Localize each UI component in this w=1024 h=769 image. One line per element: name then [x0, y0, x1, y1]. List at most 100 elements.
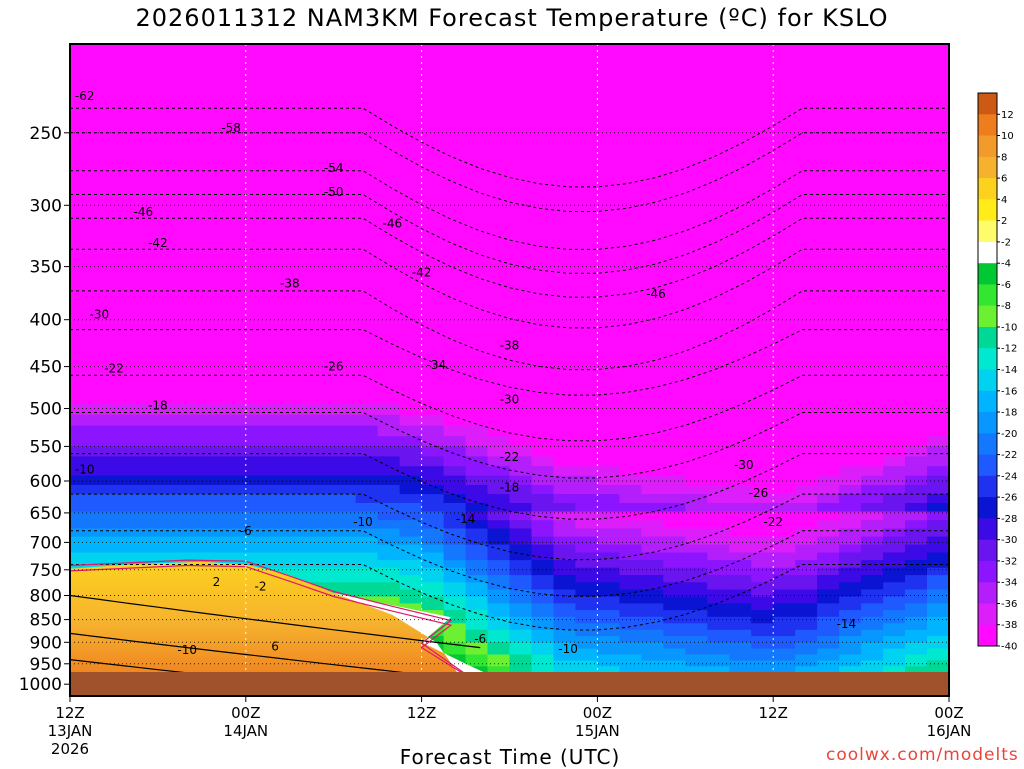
colorbar-label: -12 — [1001, 344, 1017, 355]
colorbar-label: -4 — [1001, 259, 1011, 270]
colorbar-swatch — [978, 454, 997, 477]
colorbar-label: -36 — [1001, 599, 1017, 610]
ground-surface — [70, 672, 949, 696]
colorbar-label: -20 — [1001, 429, 1017, 440]
isotherm-label: -30 — [89, 308, 109, 322]
colorbar-label: -14 — [1001, 365, 1017, 376]
colorbar-swatch — [978, 390, 997, 413]
isotherm-label: -46 — [133, 205, 153, 219]
y-tick-label: 800 — [30, 587, 62, 607]
colorbar-swatch — [978, 327, 997, 349]
isotherm-label: -22 — [500, 450, 520, 464]
x-tick-label: 12Z — [55, 704, 84, 722]
colorbar-label: 12 — [1001, 110, 1014, 121]
isotherm-label: -2 — [255, 579, 267, 593]
isotherm-label: -50 — [324, 185, 344, 199]
colorbar-label: 10 — [1001, 131, 1014, 142]
isotherm-line — [70, 564, 949, 631]
y-tick-label: 600 — [30, 472, 62, 492]
isotherm-label: -26 — [749, 486, 769, 500]
isotherm-line — [70, 412, 949, 479]
isotherm-label: -38 — [280, 276, 300, 290]
isotherm-label: -42 — [148, 236, 168, 250]
isotherm-label: -6 — [474, 632, 486, 646]
colorbar-label: 6 — [1001, 174, 1007, 185]
warm-layer — [70, 561, 466, 685]
y-tick-label: 750 — [30, 561, 62, 581]
isotherm-label: -22 — [763, 515, 783, 529]
colorbar-swatch — [978, 178, 997, 200]
isotherm-label: -10 — [558, 642, 578, 656]
isotherm-label: -18 — [500, 481, 520, 495]
colorbar-swatch — [978, 199, 997, 222]
colorbar-swatch — [978, 220, 997, 243]
x-tick-label: 12Z — [759, 704, 788, 722]
y-tick-label: 300 — [30, 196, 62, 216]
isotherm-label: -26 — [324, 360, 344, 374]
isotherm-label: -54 — [324, 161, 344, 175]
x-tick-date: 15JAN — [575, 722, 620, 740]
isotherm-label: -62 — [75, 89, 95, 103]
isotherm-line — [70, 170, 949, 250]
colorbar-swatch — [978, 412, 997, 434]
colorbar-label: 8 — [1001, 152, 1007, 163]
isotherm-label: -46 — [646, 287, 666, 301]
x-tick-date: 14JAN — [223, 722, 268, 740]
colorbar-swatch — [978, 284, 997, 307]
y-tick-label: 900 — [30, 633, 62, 653]
colorbar-label: -18 — [1001, 408, 1017, 419]
y-tick-label: 400 — [30, 311, 62, 331]
colorbar-swatch — [978, 156, 997, 179]
isotherm-label: -10 — [177, 643, 197, 657]
colorbar-swatch — [978, 603, 997, 626]
x-tick-label: 12Z — [407, 704, 436, 722]
colorbar-label: -8 — [1001, 301, 1011, 312]
isotherm-label: -42 — [412, 265, 432, 279]
freezing-line — [70, 559, 481, 685]
colorbar-swatch — [978, 305, 997, 328]
isotherm-label: -34 — [426, 358, 446, 372]
y-tick-label: 950 — [30, 655, 62, 675]
y-tick-label: 650 — [30, 504, 62, 524]
isotherm-line — [70, 329, 949, 396]
colorbar-swatch — [978, 135, 997, 158]
isotherm-line — [70, 374, 949, 442]
y-tick-label: 850 — [30, 611, 62, 631]
colorbar-swatch — [978, 114, 997, 137]
colorbar-swatch — [978, 433, 997, 456]
isotherm-label: -46 — [382, 216, 402, 230]
colorbar-label: -16 — [1001, 386, 1017, 397]
isotherm-label: -18 — [148, 398, 168, 412]
colorbar-swatch — [978, 582, 997, 604]
colorbar-label: -10 — [1001, 323, 1017, 334]
colorbar-swatch — [978, 560, 997, 583]
x-tick-label: 00Z — [934, 704, 963, 722]
plot-frame — [69, 43, 950, 697]
isotherm-line — [70, 530, 949, 597]
y-tick-label: 500 — [30, 400, 62, 420]
x-tick-label: 00Z — [583, 704, 612, 722]
y-tick-label: 1000 — [19, 675, 62, 695]
colorbar-swatch — [978, 93, 997, 115]
colorbar-label: -30 — [1001, 535, 1017, 546]
colorbar-label: 2 — [1001, 216, 1007, 227]
freezing-line — [70, 564, 481, 685]
colorbar-label: -22 — [1001, 450, 1017, 461]
isotherm-label: -6 — [240, 524, 252, 538]
colorbar-swatch — [978, 263, 997, 285]
isotherm-label: -30 — [500, 393, 520, 407]
y-tick-label: 250 — [30, 124, 62, 144]
colorbar-swatch — [978, 241, 997, 264]
colorbar-swatch — [978, 539, 997, 562]
chart-title: 2026011312 NAM3KM Forecast Temperature (… — [135, 4, 889, 32]
colorbar-label: -34 — [1001, 578, 1017, 589]
isotherm-line — [70, 107, 949, 188]
y-tick-label: 550 — [30, 437, 62, 457]
colorbar-swatch — [978, 475, 997, 498]
isotherm-label: -10 — [75, 463, 95, 477]
colorbar-label: -26 — [1001, 493, 1017, 504]
colorbar-swatch — [978, 497, 997, 519]
y-tick-label: 450 — [30, 358, 62, 378]
isotherm-line — [70, 248, 949, 329]
colorbar-label: -28 — [1001, 514, 1017, 525]
